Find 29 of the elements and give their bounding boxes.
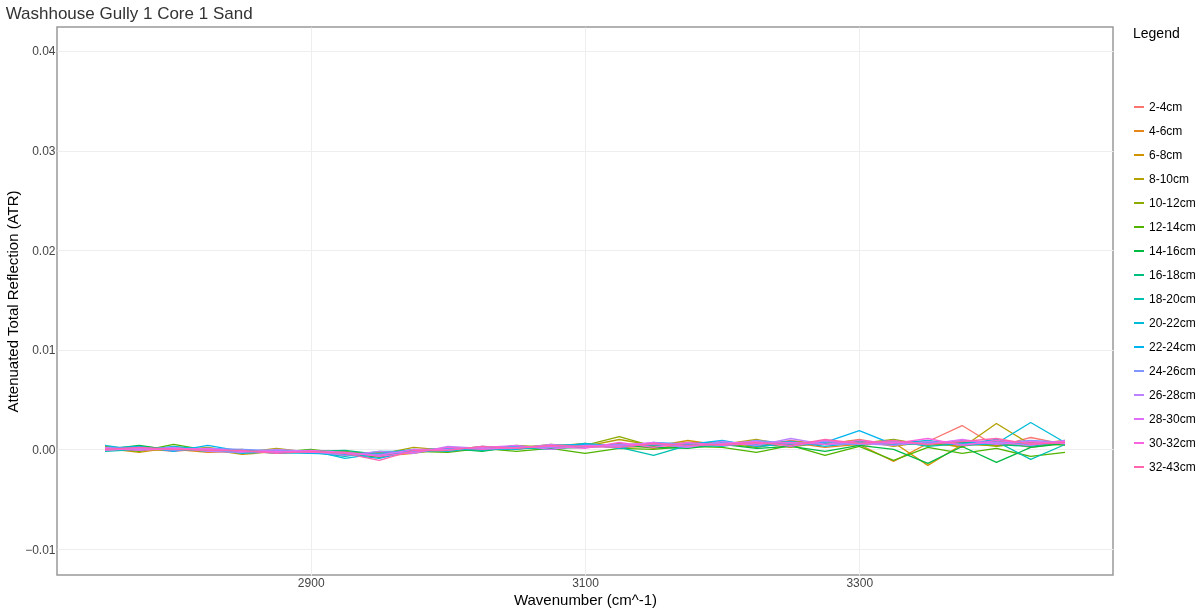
x-tick-label: 3100: [572, 575, 600, 590]
legend-label: 6-8cm: [1149, 148, 1183, 162]
legend-label: 26-28cm: [1149, 388, 1196, 402]
y-tick-label: 0.04: [32, 44, 56, 59]
y-tick-label: 0.03: [32, 144, 56, 159]
legend-label: 10-12cm: [1149, 196, 1196, 210]
x-tick-label: 3300: [846, 575, 874, 590]
legend-label: 8-10cm: [1149, 172, 1190, 186]
legend-label: 22-24cm: [1149, 340, 1196, 354]
legend-label: 30-32cm: [1149, 436, 1196, 450]
chart-title: Washhouse Gully 1 Core 1 Sand: [5, 4, 253, 23]
legend-label: 32-43cm: [1149, 460, 1196, 474]
legend-label: 28-30cm: [1149, 412, 1196, 426]
legend-label: 2-4cm: [1149, 100, 1183, 114]
legend-label: 4-6cm: [1149, 124, 1183, 138]
legend-title: Legend: [1133, 25, 1180, 41]
legend-label: 14-16cm: [1149, 244, 1196, 258]
legend-label: 16-18cm: [1149, 268, 1196, 282]
legend-label: 24-26cm: [1149, 364, 1196, 378]
y-tick-label: 0.02: [32, 243, 56, 258]
x-axis-title: Wavenumber (cm^-1): [513, 590, 658, 608]
legend-label: 18-20cm: [1149, 292, 1196, 306]
y-tick-label: −0.01: [25, 542, 56, 557]
y-axis-title: Attenuated Total Reflection (ATR): [4, 190, 22, 413]
x-tick-label: 2900: [297, 575, 325, 590]
legend-label: 12-14cm: [1149, 220, 1196, 234]
legend-label: 20-22cm: [1149, 316, 1196, 330]
y-tick-label: 0.00: [32, 442, 56, 457]
y-tick-label: 0.01: [32, 343, 56, 358]
